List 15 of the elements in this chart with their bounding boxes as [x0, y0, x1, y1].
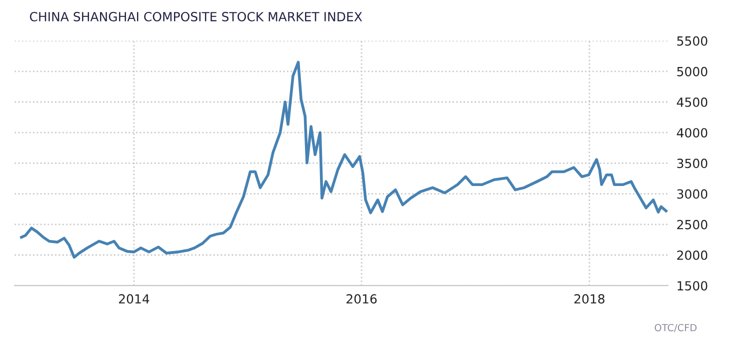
- y-tick-label: 2000: [677, 250, 708, 260]
- x-tick-label: 2018: [574, 294, 604, 304]
- y-tick-label: 1500: [678, 281, 708, 291]
- chart-title: CHINA SHANGHAI COMPOSITE STOCK MARKET INDEX: [30, 12, 362, 22]
- y-tick-label: 3000: [677, 189, 708, 199]
- y-tick-label: 2500: [677, 220, 708, 230]
- y-tick-label: 4500: [676, 97, 708, 107]
- text: OTC/CFD: [654, 324, 697, 332]
- y-tick-label: 5500: [677, 36, 708, 46]
- y-tick-label: 4000: [676, 128, 708, 138]
- line-series: [20, 60, 668, 259]
- y-tick-label: 3500: [677, 158, 708, 168]
- x-tick-label: 2014: [118, 294, 150, 304]
- x-tick-label: 2016: [346, 294, 377, 304]
- y-tick-label: 5000: [677, 66, 708, 76]
